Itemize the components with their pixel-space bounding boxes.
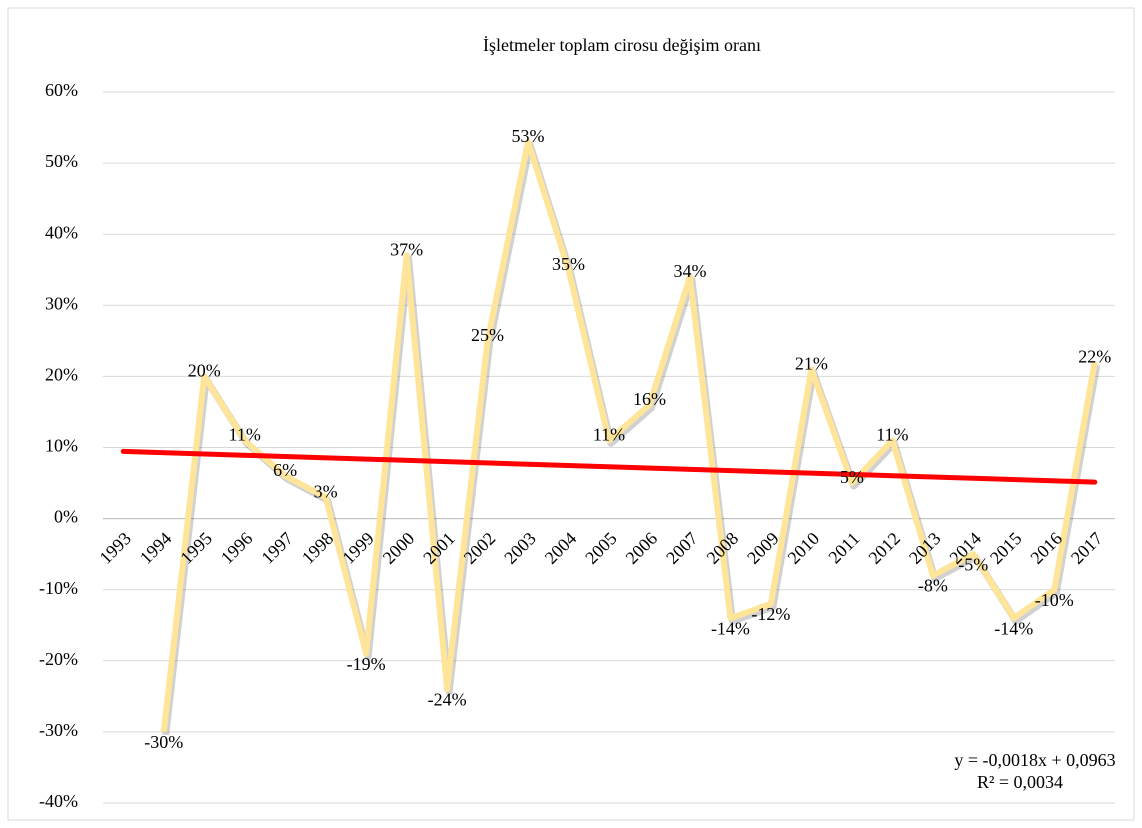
- data-label: -14%: [994, 618, 1033, 638]
- trend-r-squared: R² = 0,0034: [977, 772, 1063, 792]
- data-label: -30%: [144, 732, 183, 752]
- y-tick-label: 50%: [45, 151, 78, 171]
- data-label: 16%: [633, 389, 666, 409]
- data-label: -19%: [347, 654, 386, 674]
- y-tick-label: 40%: [45, 222, 78, 242]
- data-label: -12%: [751, 604, 790, 624]
- chart-frame: [7, 7, 1135, 821]
- data-label: 11%: [876, 425, 908, 445]
- data-label: -5%: [958, 554, 988, 574]
- y-tick-label: 20%: [45, 365, 78, 385]
- data-label: 5%: [840, 467, 864, 487]
- y-tick-label: 0%: [54, 507, 78, 527]
- y-tick-label: -40%: [39, 791, 78, 811]
- data-label: 35%: [552, 254, 585, 274]
- marks: [120, 138, 1101, 736]
- data-label: 21%: [795, 353, 828, 373]
- data-label: 11%: [229, 425, 261, 445]
- y-tick-label: -10%: [39, 578, 78, 598]
- data-label: 34%: [673, 261, 706, 281]
- chart-title: İşletmeler toplam cirosu değişim oranı: [483, 35, 761, 55]
- data-label: -14%: [711, 618, 750, 638]
- data-label: 22%: [1078, 346, 1111, 366]
- grid: [103, 91, 1115, 804]
- y-tick-label: -30%: [39, 720, 78, 740]
- y-tick-label: -20%: [39, 649, 78, 669]
- data-label: -10%: [1035, 590, 1074, 610]
- data-label: 20%: [188, 361, 221, 381]
- data-label: 25%: [471, 325, 504, 345]
- series-line: [160, 138, 1098, 733]
- data-label: 11%: [593, 425, 625, 445]
- trend-equation: y = -0,0018x + 0,0963: [954, 750, 1115, 770]
- data-label: 3%: [314, 481, 338, 501]
- data-label: 53%: [512, 126, 545, 146]
- data-label: -24%: [428, 689, 467, 709]
- y-tick-label: 60%: [45, 80, 78, 100]
- trendline: [120, 448, 1098, 485]
- y-tick-label: 30%: [45, 293, 78, 313]
- y-tick-label: 10%: [45, 436, 78, 456]
- data-label: 37%: [390, 240, 423, 260]
- data-label: 6%: [273, 460, 297, 480]
- data-label: -8%: [918, 576, 948, 596]
